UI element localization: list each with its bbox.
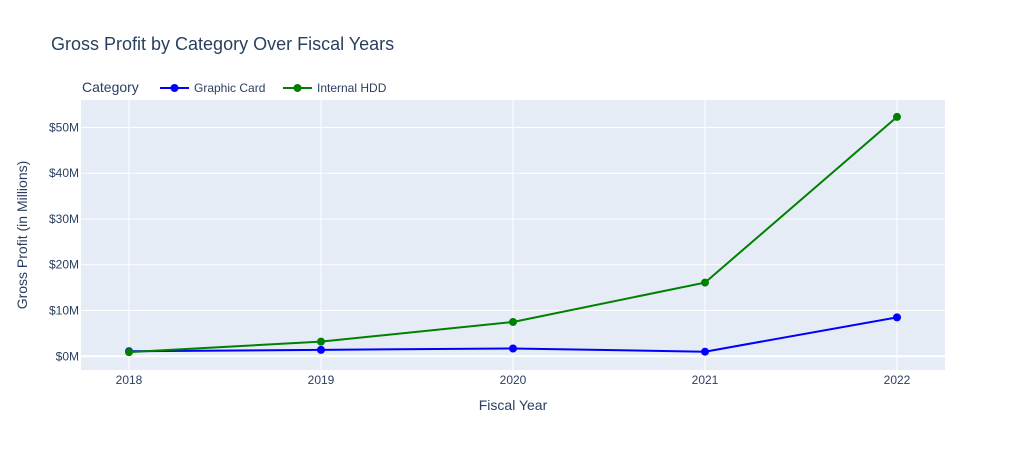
chart-title: Gross Profit by Category Over Fiscal Yea… xyxy=(51,34,394,54)
data-point xyxy=(317,345,325,354)
y-axis-title: Gross Profit (in Millions) xyxy=(14,161,30,310)
x-tick-labels: 2018 2019 2020 2021 2022 xyxy=(116,373,911,387)
y-tick-label: $10M xyxy=(49,304,79,318)
y-gridlines xyxy=(81,126,945,358)
data-point xyxy=(701,278,709,287)
legend-label: Internal HDD xyxy=(317,81,387,95)
y-tick-label: $0M xyxy=(56,349,79,363)
y-tick-label: $40M xyxy=(49,166,79,180)
x-tick-label: 2020 xyxy=(500,373,527,387)
series-internal-hdd xyxy=(125,112,901,357)
x-tick-label: 2021 xyxy=(692,373,719,387)
data-point xyxy=(893,112,901,121)
x-axis-title: Fiscal Year xyxy=(479,397,548,413)
legend-swatch-marker xyxy=(293,84,302,92)
data-point xyxy=(125,348,133,357)
y-tick-labels: $0M $10M $20M $30M $40M $50M xyxy=(49,120,79,363)
data-point xyxy=(509,317,517,326)
x-tick-label: 2019 xyxy=(308,373,335,387)
legend-items: Graphic Card Internal HDD xyxy=(160,81,387,95)
series-group xyxy=(125,112,901,357)
legend-label: Graphic Card xyxy=(194,81,265,95)
legend-item[interactable]: Internal HDD xyxy=(283,81,387,95)
x-tick-label: 2018 xyxy=(116,373,143,387)
data-point xyxy=(509,344,517,353)
data-point xyxy=(317,337,325,346)
y-tick-label: $30M xyxy=(49,212,79,226)
data-point xyxy=(893,313,901,322)
data-point xyxy=(701,347,709,356)
x-tick-label: 2022 xyxy=(884,373,911,387)
y-tick-label: $20M xyxy=(49,258,79,272)
legend-background xyxy=(81,76,403,100)
legend: Category Graphic Card Internal HDD xyxy=(81,76,403,100)
legend-swatch-marker xyxy=(170,84,179,92)
y-tick-label: $50M xyxy=(49,120,79,134)
legend-title: Category xyxy=(82,79,139,95)
legend-item[interactable]: Graphic Card xyxy=(160,81,265,95)
